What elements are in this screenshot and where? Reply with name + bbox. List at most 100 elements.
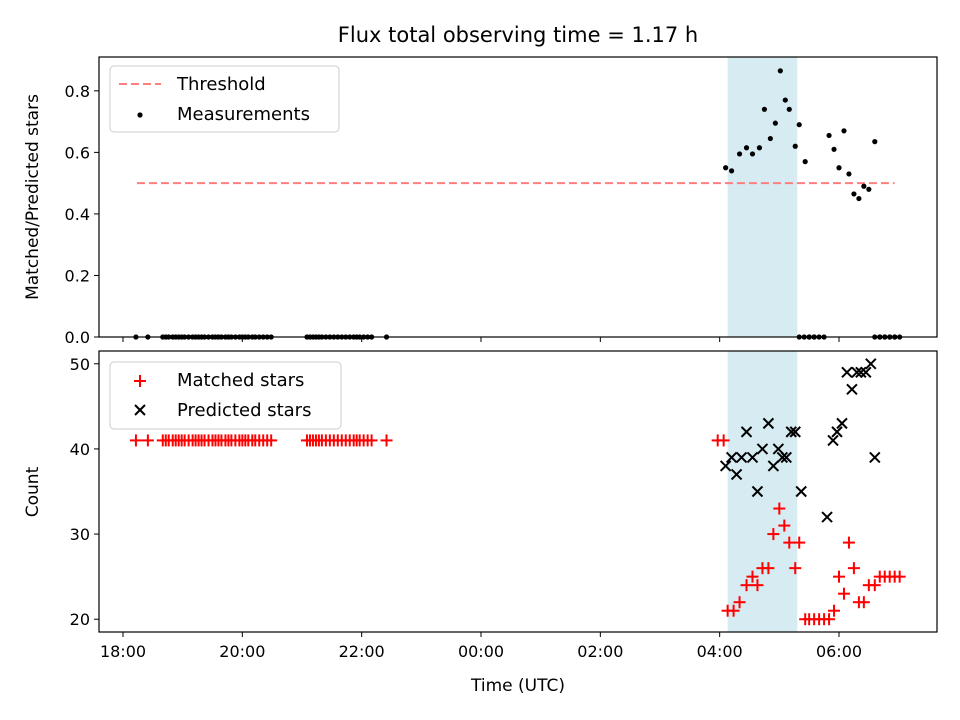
measurement-point	[756, 145, 763, 151]
legend-predicted-label: Predicted stars	[177, 400, 311, 421]
measurement-point	[861, 183, 867, 189]
predicted-star-point	[740, 426, 753, 438]
measurement-point	[729, 168, 735, 174]
measurement-point	[782, 97, 788, 103]
measurement-point	[856, 195, 862, 202]
x-tick-label: 02:00	[577, 642, 623, 661]
top-highlight-band	[727, 57, 798, 337]
matched-star-point	[740, 579, 753, 592]
matched-stars-series	[129, 434, 906, 626]
bottom-legend: Matched stars Predicted stars	[109, 361, 342, 430]
predicted-star-point	[827, 434, 839, 447]
y-tick-label: 0.8	[65, 82, 90, 101]
x-tick-label: 04:00	[697, 642, 743, 661]
predicted-star-point	[762, 417, 775, 430]
matched-star-point	[767, 528, 780, 541]
matched-star-point	[129, 434, 142, 447]
predicted-star-point	[751, 485, 764, 498]
matched-star-point	[778, 519, 791, 532]
bottom-y-axis-label: Count	[23, 466, 43, 517]
measurement-point	[836, 165, 842, 171]
legend-threshold-label: Threshold	[176, 74, 266, 95]
measurement-point	[866, 186, 872, 192]
predicted-star-point	[730, 468, 743, 481]
matched-star-point	[842, 536, 855, 549]
measurement-point	[851, 191, 857, 197]
measurement-point	[796, 122, 802, 128]
measurement-point	[841, 128, 847, 134]
predicted-stars-series	[719, 358, 881, 523]
bottom-plot-frame	[98, 350, 938, 633]
matched-star-point	[141, 434, 154, 447]
measurement-point	[772, 120, 778, 126]
legend-measurements-swatch	[137, 112, 143, 118]
matched-star-point	[893, 570, 906, 583]
predicted-star-point	[776, 451, 789, 464]
matched-star-point	[847, 562, 860, 575]
matched-star-point	[365, 434, 378, 447]
matched-star-point	[717, 434, 730, 447]
measurement-point	[826, 132, 832, 139]
top-legend-box	[109, 65, 340, 133]
x-axis-label: Time (UTC)	[470, 676, 565, 696]
predicted-star-point	[785, 426, 797, 438]
bottom-highlight-band	[727, 351, 798, 632]
legend-matched-swatch	[134, 375, 146, 387]
predicted-star-point	[836, 417, 848, 430]
predicted-star-point	[735, 451, 748, 464]
predicted-star-point	[767, 460, 780, 472]
y-tick-label: 0.4	[65, 205, 90, 224]
matched-star-point	[727, 604, 740, 617]
matched-star-point	[751, 579, 764, 592]
matched-star-point	[789, 562, 802, 575]
predicted-star-point	[860, 366, 872, 378]
predicted-star-point	[789, 426, 801, 438]
predicted-star-point	[846, 383, 858, 396]
bottom-y-ticks: 20 30 40 50	[70, 355, 99, 629]
measurement-point	[736, 151, 743, 157]
top-x-ticks	[122, 337, 840, 342]
matched-star-point	[828, 604, 841, 617]
bottom-panel: 20 30 40 50 18:00 20:00 22:00 00:00 02:00 04:00 0…	[23, 350, 938, 696]
matched-star-point	[762, 562, 775, 575]
top-legend: Threshold Measurements	[109, 65, 340, 133]
predicted-star-point	[851, 366, 863, 378]
measurement-point	[831, 146, 837, 152]
matched-star-point	[793, 536, 806, 549]
top-panel: 0.00.20.40.60.8 Matched/Predicted stars …	[23, 56, 938, 347]
legend-measurements-label: Measurements	[177, 104, 310, 125]
measurement-point	[872, 139, 878, 145]
matched-star-point	[265, 434, 278, 447]
matched-star-point	[746, 570, 759, 583]
matched-star-point	[837, 587, 850, 600]
matched-star-point	[823, 613, 836, 626]
chart-title: Flux total observing time = 1.17 h	[338, 23, 698, 47]
bottom-legend-box	[109, 361, 342, 430]
predicted-star-point	[855, 366, 867, 378]
x-tick-label: 20:00	[219, 642, 265, 661]
predicted-star-point	[756, 443, 769, 455]
measurement-point	[761, 106, 768, 112]
top-y-axis-label: Matched/Predicted stars	[23, 94, 43, 300]
measurement-point	[743, 145, 750, 151]
y-tick-label: 0.2	[65, 266, 90, 285]
y-tick-label: 30	[70, 525, 90, 544]
measurement-point	[767, 135, 773, 142]
x-tick-label: 18:00	[100, 642, 146, 661]
x-tick-label: 22:00	[339, 642, 385, 661]
top-plot-frame	[98, 56, 938, 338]
x-tick-label: 06:00	[816, 642, 862, 661]
predicted-star-point	[865, 358, 877, 370]
y-tick-label: 50	[70, 355, 90, 374]
predicted-star-point	[719, 460, 732, 472]
predicted-star-point	[725, 451, 738, 464]
predicted-star-point	[869, 451, 881, 464]
measurement-point	[749, 151, 756, 157]
measurement-point	[777, 68, 783, 74]
bottom-x-ticks: 18:00 20:00 22:00 00:00 02:00 04:00 06:00	[100, 632, 862, 661]
matched-star-point	[833, 570, 845, 583]
legend-matched-label: Matched stars	[177, 370, 304, 391]
measurement-point	[723, 165, 729, 171]
legend-predicted-swatch	[134, 404, 146, 416]
